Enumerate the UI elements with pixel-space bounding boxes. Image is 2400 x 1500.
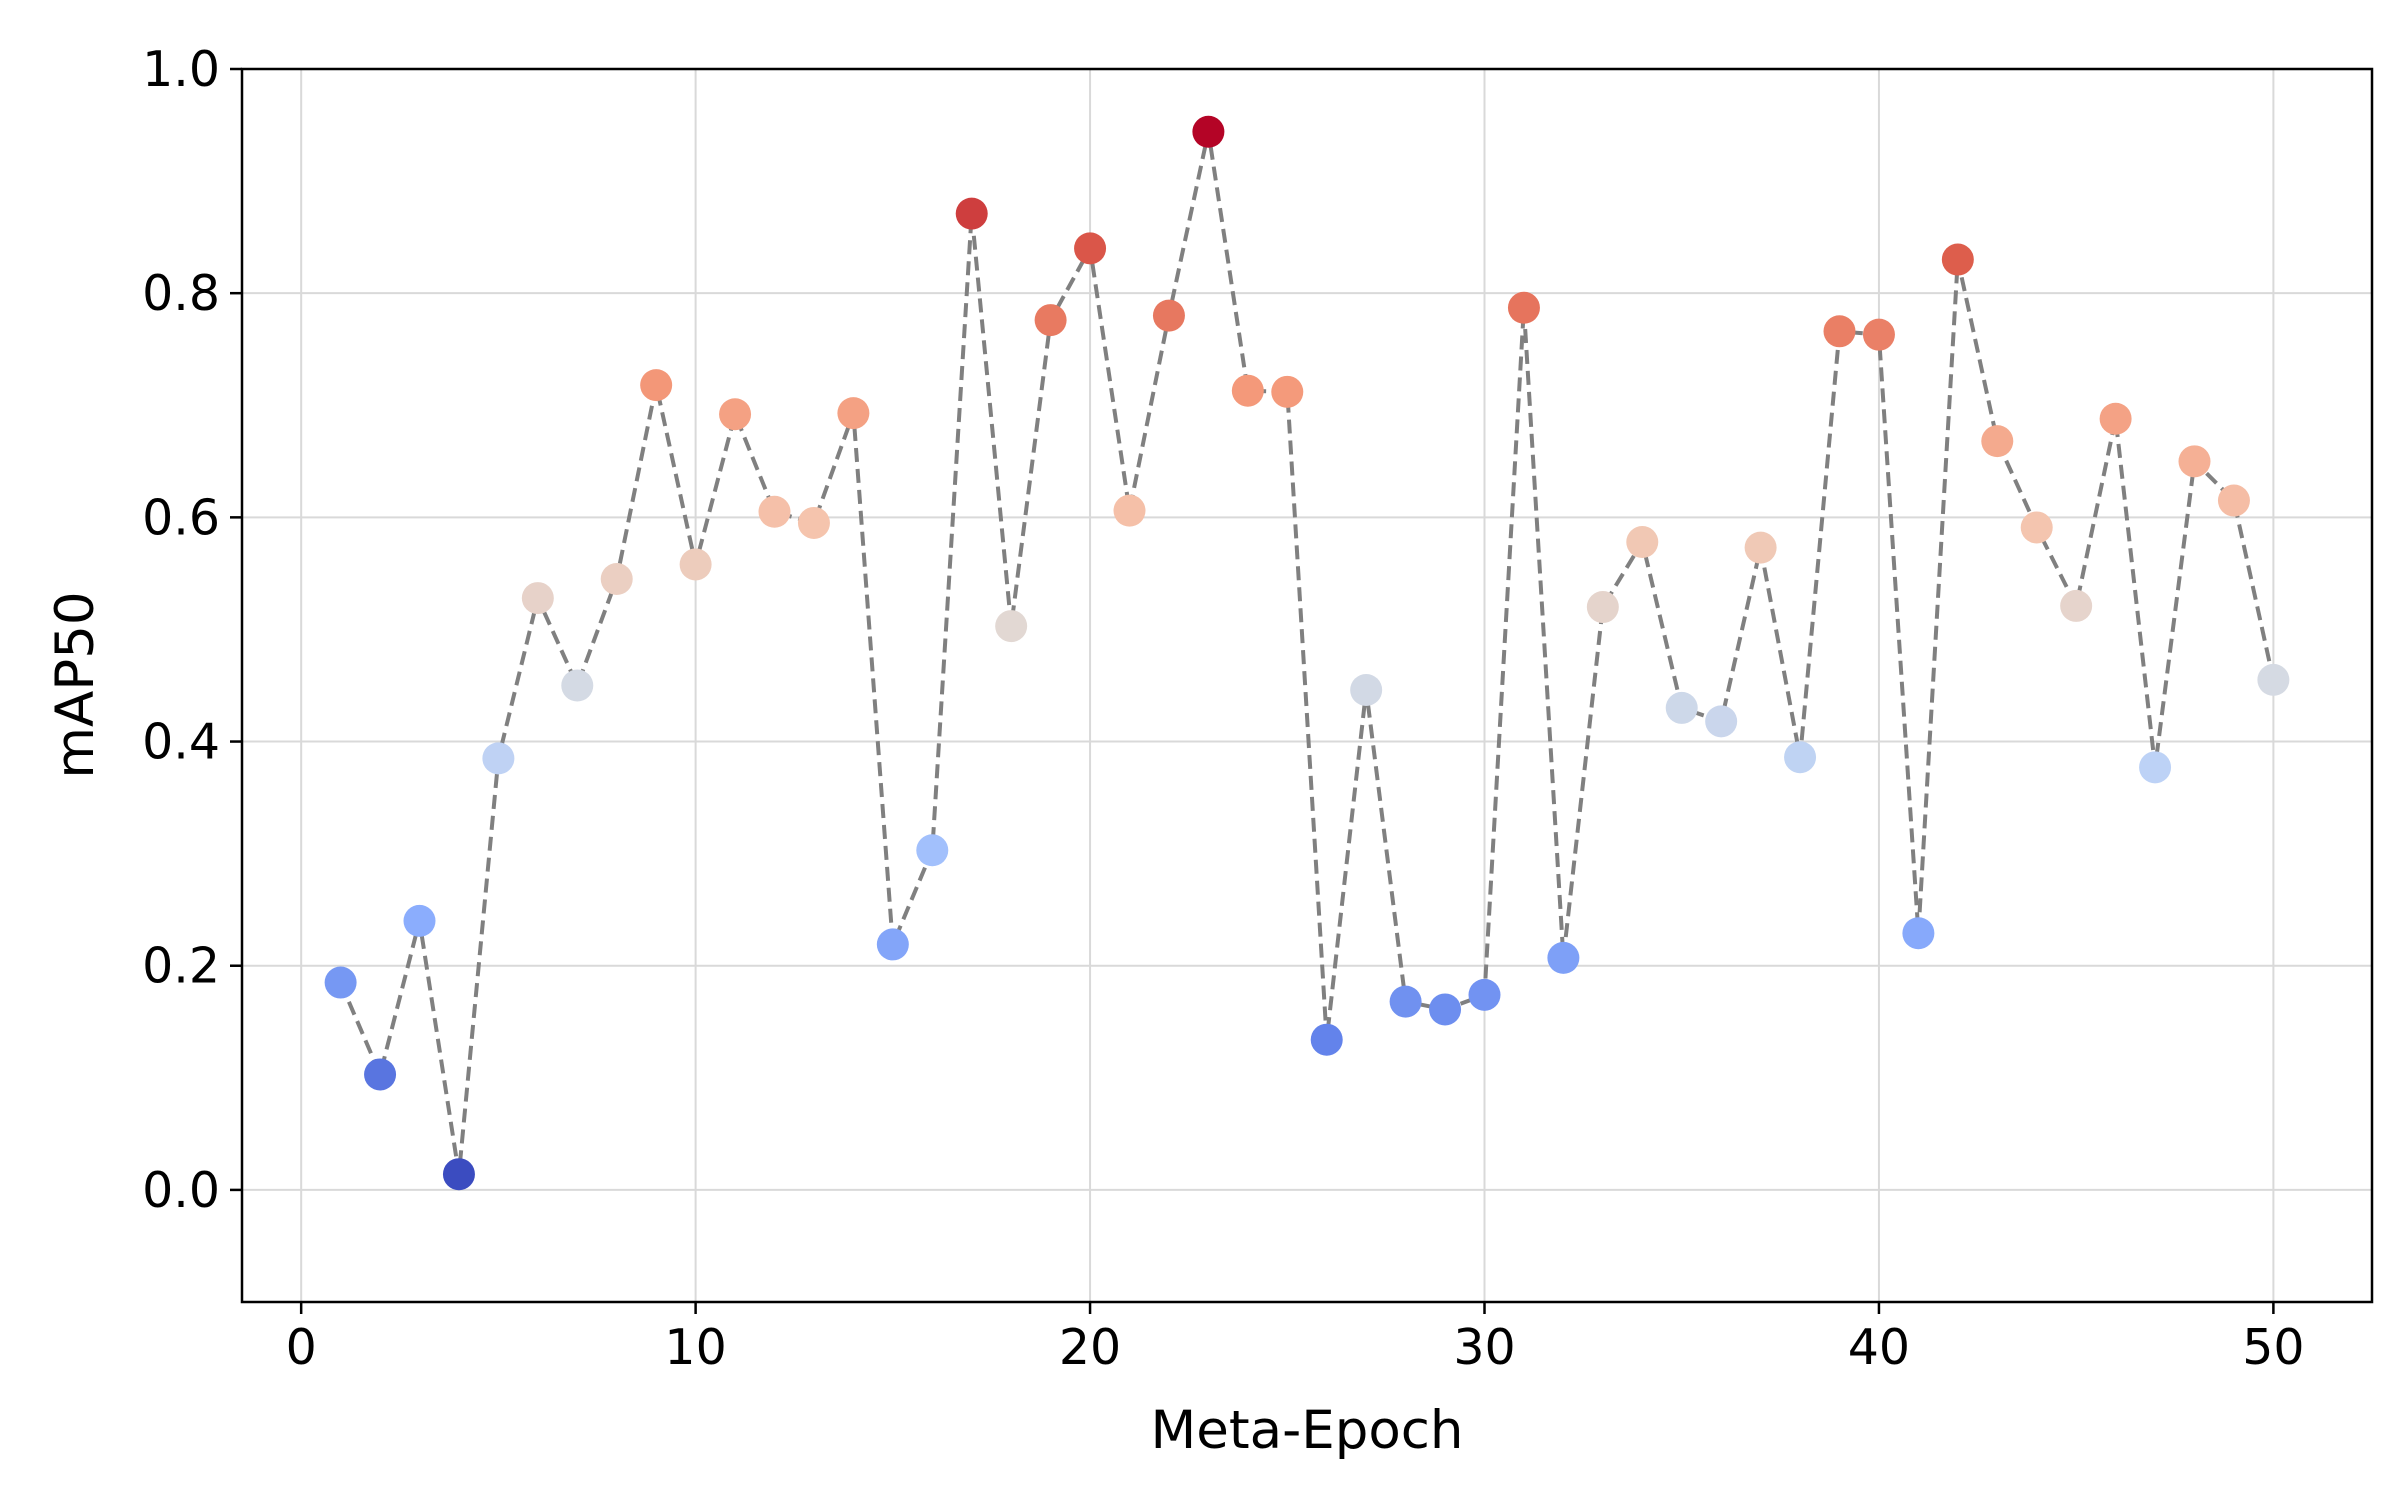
y-tick-label: 0.2 xyxy=(142,938,220,995)
data-point xyxy=(758,495,791,528)
data-point xyxy=(1784,741,1817,774)
y-axis-label: mAP50 xyxy=(45,591,106,778)
series-polyline xyxy=(338,131,2276,1175)
data-point xyxy=(1074,232,1107,265)
data-point xyxy=(679,548,712,581)
data-point xyxy=(403,904,436,937)
data-point xyxy=(1744,531,1777,564)
x-tick-label: 30 xyxy=(1453,1319,1515,1376)
data-point xyxy=(1823,315,1856,348)
data-point xyxy=(1310,1023,1343,1056)
data-point xyxy=(2139,751,2172,784)
data-point xyxy=(2257,663,2290,696)
data-point xyxy=(955,197,988,230)
x-tick-label: 0 xyxy=(286,1319,317,1376)
data-point xyxy=(1468,978,1501,1011)
data-point xyxy=(995,610,1028,643)
data-point xyxy=(1113,494,1146,527)
data-point xyxy=(1586,591,1619,624)
x-tick-label: 20 xyxy=(1059,1319,1121,1376)
data-point xyxy=(364,1058,397,1091)
y-tick-label: 0.6 xyxy=(142,489,220,546)
y-tick-label: 0.4 xyxy=(142,714,220,771)
data-point xyxy=(561,669,594,702)
data-point xyxy=(797,506,830,539)
data-point xyxy=(1429,993,1462,1026)
x-tick-label: 10 xyxy=(664,1319,726,1376)
x-tick-label: 50 xyxy=(2242,1319,2304,1376)
data-point xyxy=(600,563,633,596)
data-point xyxy=(837,397,870,430)
data-point xyxy=(1547,941,1580,974)
data-point xyxy=(1231,374,1264,407)
data-point xyxy=(2099,402,2132,435)
data-point xyxy=(640,369,673,402)
data-point xyxy=(2217,484,2250,517)
data-points xyxy=(324,115,2290,1191)
x-axis-label: Meta-Epoch xyxy=(1150,1400,1463,1461)
data-point xyxy=(521,582,554,615)
y-tick-label: 0.0 xyxy=(142,1162,220,1219)
data-point xyxy=(1152,299,1185,332)
data-point xyxy=(1034,304,1067,337)
data-point xyxy=(442,1158,475,1191)
data-point xyxy=(2060,589,2093,622)
data-point xyxy=(2178,445,2211,478)
data-point xyxy=(916,834,949,867)
data-point xyxy=(1705,705,1738,738)
data-point xyxy=(719,398,752,431)
data-point xyxy=(1389,985,1422,1018)
data-point xyxy=(1902,917,1935,950)
data-point xyxy=(876,928,909,961)
data-point xyxy=(1941,243,1974,276)
x-tick-label: 40 xyxy=(1848,1319,1910,1376)
data-point xyxy=(1981,425,2014,458)
data-point xyxy=(1507,291,1540,324)
plot-frame xyxy=(240,67,2374,1304)
y-tick-label: 0.8 xyxy=(142,265,220,322)
data-point xyxy=(1665,691,1698,724)
data-point xyxy=(1862,318,1895,351)
y-tick-label: 1.0 xyxy=(142,41,220,98)
data-point xyxy=(2020,511,2053,544)
data-point xyxy=(1350,673,1383,706)
data-point xyxy=(482,742,515,775)
data-point xyxy=(324,966,357,999)
data-point xyxy=(1271,375,1304,408)
series-line xyxy=(338,131,2276,1175)
axis-ticks: 0 10 20 30 40 50 0.0 0.2 0.4 0.6 0.8 1.0 xyxy=(142,41,2305,1376)
data-point xyxy=(1192,115,1225,148)
data-point xyxy=(1626,526,1659,559)
